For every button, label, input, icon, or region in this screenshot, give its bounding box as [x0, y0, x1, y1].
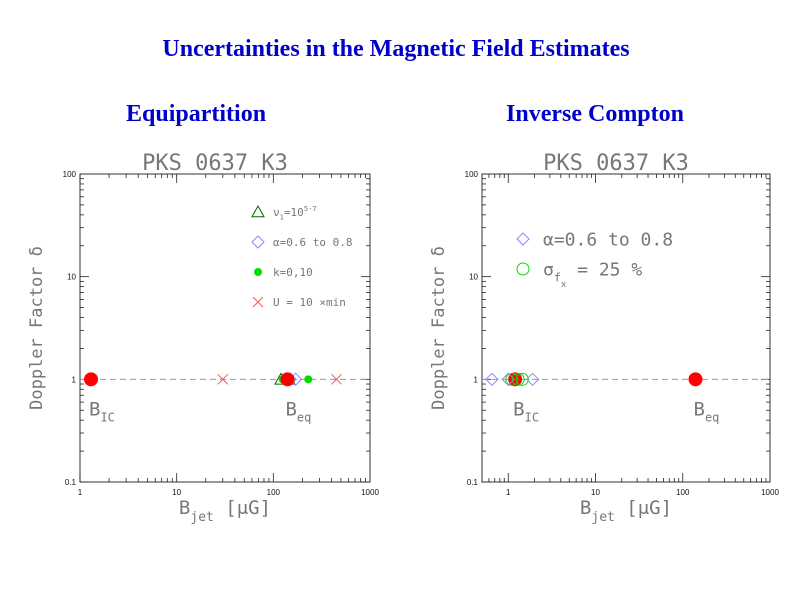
- point-big-dot: [688, 372, 703, 387]
- annotation-label: Beq: [285, 398, 311, 424]
- y-tick-label: 10: [469, 273, 478, 282]
- plot-frame: [79, 173, 371, 483]
- legend-marker-ring: [516, 262, 530, 276]
- point-ring: [511, 372, 525, 386]
- chart-2: 1 10 100 1000 0.1 1 10 100 PKS 0637 K3 Bjet [μG] D…: [429, 151, 779, 525]
- x-tick-label: 10: [172, 488, 181, 497]
- legend-marker-triangle: [251, 204, 265, 218]
- x-tick-label: 10: [591, 488, 600, 497]
- annotation-label: Beq: [694, 398, 720, 424]
- x-tick-label: 100: [267, 488, 281, 497]
- x-tick-label: 1000: [761, 488, 779, 497]
- point-big-dot: [280, 372, 295, 387]
- x-axis-label: Bjet [μG]: [580, 497, 672, 525]
- chart-title: PKS 0637 K3: [543, 151, 689, 176]
- legend-marker-diamond: [251, 235, 265, 249]
- y-tick-label: 1: [474, 375, 479, 384]
- x-tick-label: 100: [676, 488, 690, 497]
- point-cross: [217, 373, 229, 385]
- y-tick-label: 0.1: [65, 478, 77, 487]
- x-tick-label: 1: [78, 488, 83, 497]
- point-ring: [515, 372, 529, 386]
- point-big-dot: [508, 372, 523, 387]
- y-tick-label: 0.1: [467, 478, 479, 487]
- legend-marker-dot: [254, 268, 262, 276]
- legend-label: ν1=105-7: [273, 204, 317, 222]
- point-diamond: [525, 372, 540, 387]
- point-ring: [505, 372, 519, 386]
- y-tick-label: 10: [67, 273, 76, 282]
- plot-frame: [481, 173, 771, 483]
- right-heading: Inverse Compton: [506, 101, 684, 127]
- legend-label: U = 10 ×min: [273, 296, 346, 309]
- point-dot: [304, 375, 313, 384]
- y-axis-label: Doppler Factor δ: [27, 246, 47, 410]
- point-diamond: [485, 372, 499, 387]
- chart-title: PKS 0637 K3: [142, 151, 288, 176]
- legend-label: σfx = 25 %: [543, 259, 642, 290]
- left-heading: Equipartition: [126, 101, 267, 127]
- x-tick-label: 1: [506, 488, 511, 497]
- legend-marker-cross: [252, 296, 264, 308]
- annotation-label: BIC: [513, 398, 539, 424]
- y-tick-label: 100: [63, 170, 77, 179]
- x-axis-label: Bjet [μG]: [179, 497, 271, 525]
- legend-label: k=0,10: [273, 266, 313, 279]
- point-big-dot: [84, 372, 99, 387]
- page-title: Uncertainties in the Magnetic Field Esti…: [162, 36, 630, 62]
- point-diamond: [501, 372, 515, 387]
- annotation-label: BIC: [89, 398, 115, 424]
- legend-label: α=0.6 to 0.8: [273, 236, 352, 249]
- y-tick-label: 100: [465, 170, 479, 179]
- legend-label: α=0.6 to 0.8: [543, 229, 673, 250]
- y-tick-label: 1: [72, 375, 77, 384]
- y-axis-label: Doppler Factor δ: [429, 246, 449, 410]
- point-cross: [331, 373, 342, 385]
- legend-marker-diamond: [516, 232, 530, 246]
- x-tick-label: 1000: [361, 488, 379, 497]
